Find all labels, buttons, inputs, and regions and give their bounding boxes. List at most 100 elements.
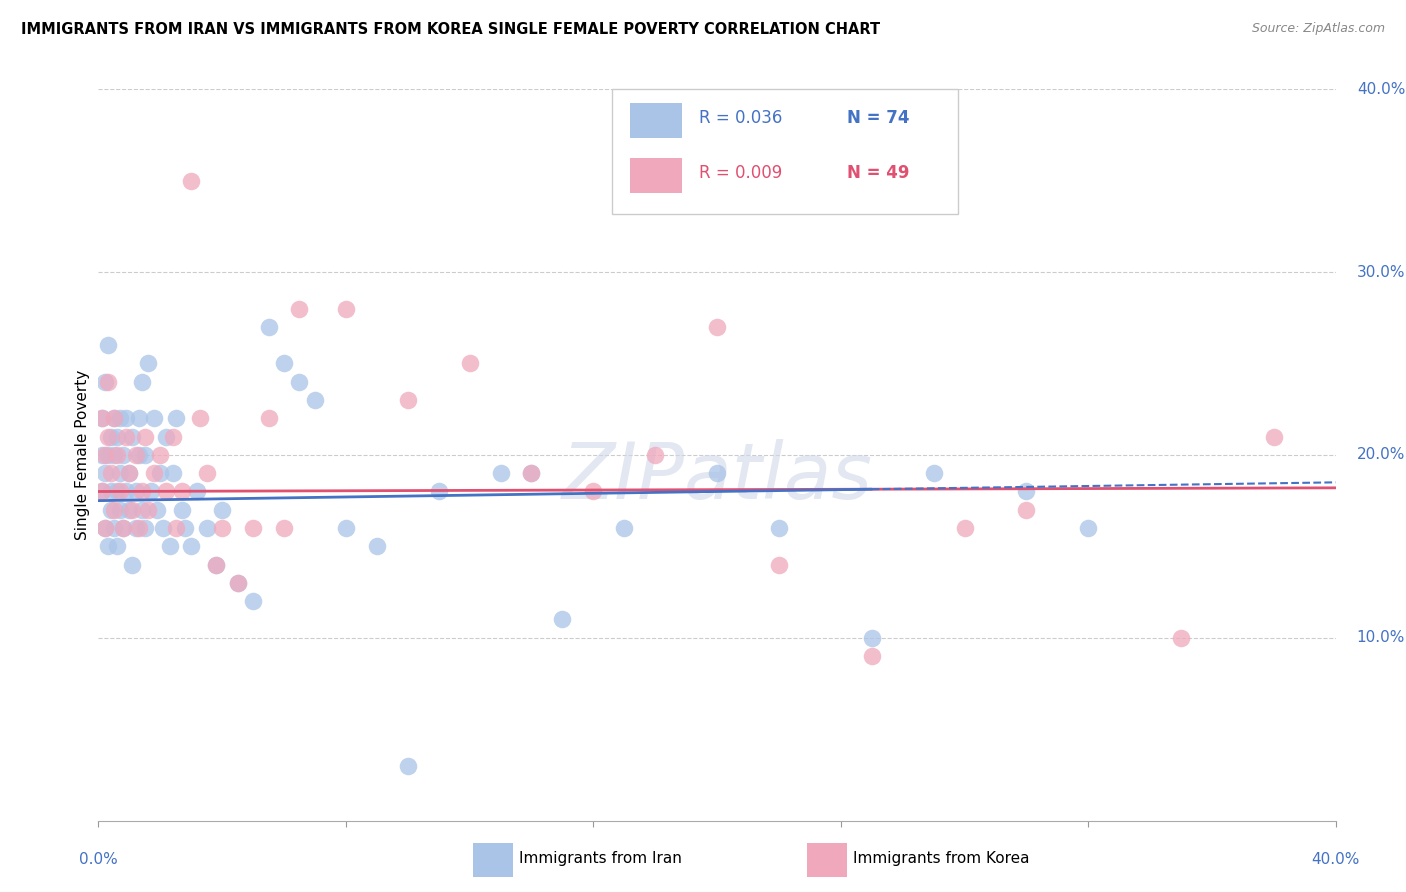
Text: 20.0%: 20.0% xyxy=(1357,448,1405,462)
Point xyxy=(100,466,122,480)
Point xyxy=(273,356,295,371)
Text: 40.0%: 40.0% xyxy=(1357,82,1405,96)
Point xyxy=(108,411,131,425)
Point xyxy=(97,539,120,553)
Point xyxy=(180,174,202,188)
Point xyxy=(90,484,112,499)
Point xyxy=(458,356,481,371)
Point xyxy=(304,392,326,407)
Point xyxy=(112,521,135,535)
Point xyxy=(97,448,120,462)
Point xyxy=(143,411,166,425)
Point xyxy=(115,430,138,444)
Point xyxy=(131,484,153,499)
Text: 0.0%: 0.0% xyxy=(79,852,118,867)
Point xyxy=(170,484,193,499)
Point xyxy=(108,502,131,516)
Point xyxy=(134,430,156,444)
Point xyxy=(1015,502,1038,516)
FancyBboxPatch shape xyxy=(807,843,846,877)
Point xyxy=(155,430,177,444)
Point xyxy=(159,539,181,553)
Point xyxy=(706,320,728,334)
Point xyxy=(335,521,357,535)
Point xyxy=(115,484,138,499)
Point xyxy=(211,521,233,535)
Point xyxy=(582,484,605,499)
Point xyxy=(149,448,172,462)
Point xyxy=(335,301,357,316)
Point xyxy=(118,502,141,516)
Point xyxy=(174,521,197,535)
Point xyxy=(520,466,543,480)
Text: R = 0.036: R = 0.036 xyxy=(699,110,782,128)
Point xyxy=(242,521,264,535)
Point xyxy=(93,448,115,462)
Point xyxy=(226,576,249,591)
Point xyxy=(136,356,159,371)
Point xyxy=(551,613,574,627)
Point xyxy=(103,411,125,425)
Point xyxy=(953,521,976,535)
Point xyxy=(103,411,125,425)
Point xyxy=(162,466,184,480)
Point xyxy=(97,338,120,352)
Point xyxy=(118,466,141,480)
Point xyxy=(257,320,280,334)
Point xyxy=(108,484,131,499)
Text: 10.0%: 10.0% xyxy=(1357,631,1405,645)
Point xyxy=(93,466,115,480)
Point xyxy=(118,466,141,480)
Text: N = 74: N = 74 xyxy=(846,110,910,128)
Point xyxy=(90,484,112,499)
Point xyxy=(1263,430,1285,444)
Point xyxy=(112,521,135,535)
Point xyxy=(180,539,202,553)
Point xyxy=(273,521,295,535)
Point xyxy=(242,594,264,608)
Point xyxy=(170,502,193,516)
Text: Immigrants from Iran: Immigrants from Iran xyxy=(519,851,682,866)
Point xyxy=(128,411,150,425)
Point xyxy=(131,375,153,389)
Point xyxy=(706,466,728,480)
Point xyxy=(105,484,128,499)
Point xyxy=(257,411,280,425)
Point xyxy=(124,448,146,462)
Point xyxy=(105,539,128,553)
Point xyxy=(128,448,150,462)
Point xyxy=(124,521,146,535)
Point xyxy=(1015,484,1038,499)
Point xyxy=(93,521,115,535)
Point xyxy=(644,448,666,462)
Point xyxy=(162,430,184,444)
Point xyxy=(134,521,156,535)
Point xyxy=(149,466,172,480)
Point xyxy=(121,430,143,444)
Point xyxy=(226,576,249,591)
FancyBboxPatch shape xyxy=(612,89,959,213)
Point xyxy=(121,558,143,572)
Point xyxy=(520,466,543,480)
Point xyxy=(613,521,636,535)
FancyBboxPatch shape xyxy=(474,843,513,877)
Point xyxy=(190,411,212,425)
Point xyxy=(768,521,790,535)
Point xyxy=(108,466,131,480)
Point xyxy=(105,448,128,462)
Text: Immigrants from Korea: Immigrants from Korea xyxy=(853,851,1029,866)
Text: 40.0%: 40.0% xyxy=(1312,852,1360,867)
Point xyxy=(288,301,311,316)
Point xyxy=(366,539,388,553)
Point xyxy=(103,502,125,516)
Point xyxy=(146,502,169,516)
Point xyxy=(205,558,228,572)
Point xyxy=(396,392,419,407)
Text: Source: ZipAtlas.com: Source: ZipAtlas.com xyxy=(1251,22,1385,36)
Point xyxy=(105,430,128,444)
Point xyxy=(134,448,156,462)
Point xyxy=(128,521,150,535)
Point xyxy=(139,484,162,499)
Point xyxy=(93,375,115,389)
Point xyxy=(396,758,419,772)
